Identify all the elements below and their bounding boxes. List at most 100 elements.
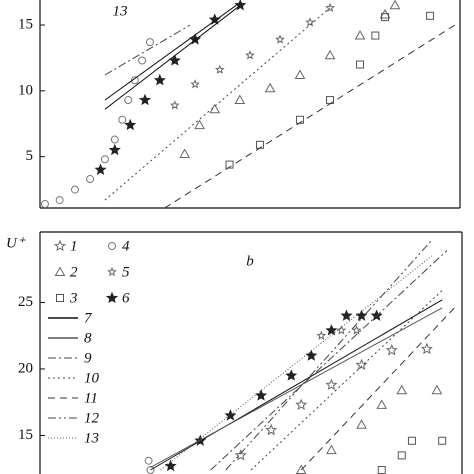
marker-circle [145, 38, 154, 47]
marker-star [295, 398, 308, 410]
marker-triangle [194, 119, 205, 130]
marker-filled-star [153, 74, 166, 86]
marker-triangle [179, 148, 190, 159]
marker-square [426, 11, 435, 20]
legend-label: 13 [84, 430, 99, 446]
legend-label: 10 [84, 370, 100, 386]
marker-square [256, 140, 265, 149]
marker-filled-star [224, 409, 237, 421]
marker-star [325, 378, 338, 391]
legend-label: 7 [84, 310, 93, 326]
marker-star [234, 449, 247, 461]
line-series [160, 255, 433, 471]
marker-circle [146, 466, 155, 474]
legend-label: 6 [122, 290, 130, 306]
plot-area [144, 239, 458, 474]
marker-star [420, 342, 433, 355]
line-series [104, 7, 331, 201]
marker-circle [144, 456, 153, 465]
marker-square [371, 31, 380, 40]
marker-circle [100, 155, 109, 164]
marker-small-star [275, 34, 285, 44]
marker-square [438, 436, 447, 445]
marker-circle [124, 96, 133, 105]
y-tick-label: 25 [18, 294, 33, 310]
legend-label: 1 [70, 238, 78, 254]
marker-filled-star [108, 143, 121, 156]
marker-square [381, 13, 390, 22]
marker-square [397, 451, 406, 460]
marker-small-star [325, 2, 335, 13]
marker-small-star [169, 100, 180, 110]
marker-circle [86, 175, 95, 184]
marker-square [56, 294, 64, 302]
marker-circle [70, 185, 79, 194]
marker-star [53, 239, 67, 252]
y-tick-label: 15 [18, 427, 33, 443]
marker-star [385, 344, 398, 356]
legend-label: 11 [84, 390, 98, 406]
line-series [150, 307, 443, 468]
panel-label: 13 [113, 3, 128, 19]
line-series [225, 239, 433, 471]
marker-star [355, 358, 368, 371]
marker-small-star [351, 325, 362, 335]
marker-triangle [294, 69, 306, 80]
line-series [210, 250, 448, 471]
marker-square [377, 466, 386, 474]
marker-triangle [376, 399, 388, 409]
marker-circle [108, 242, 116, 250]
line-series [104, 4, 241, 110]
marker-triangle [324, 49, 336, 60]
marker-square [225, 160, 234, 169]
marker-filled-star [305, 349, 318, 361]
marker-triangle [354, 30, 366, 40]
legend-label: 8 [84, 330, 92, 346]
marker-filled-star [285, 369, 298, 381]
marker-circle [40, 200, 49, 208]
y-tick-label: 15 [18, 16, 33, 32]
marker-triangle [54, 266, 66, 276]
legend-label: 2 [70, 264, 78, 280]
marker-triangle [389, 0, 401, 10]
marker-triangle [264, 82, 276, 93]
marker-circle [138, 56, 147, 65]
marker-filled-star [138, 93, 152, 106]
marker-small-star [245, 50, 255, 60]
marker-filled-star [325, 324, 338, 336]
marker-filled-star [355, 309, 368, 321]
marker-triangle [356, 419, 367, 429]
marker-small-star [190, 79, 200, 89]
legend-label: 5 [122, 264, 130, 280]
marker-small-star [305, 17, 315, 27]
marker-triangle [396, 384, 408, 395]
line-series [250, 290, 443, 471]
marker-square [295, 115, 304, 124]
line-series [104, 4, 237, 101]
marker-filled-star [94, 163, 107, 175]
marker-triangle [326, 444, 337, 455]
marker-circle [130, 76, 139, 85]
y-tick-label: 10 [18, 82, 33, 98]
y-tick-label: 20 [18, 360, 33, 376]
marker-filled-star [255, 389, 268, 401]
marker-triangle [234, 94, 246, 105]
line-series [150, 299, 443, 471]
y-axis-label: U⁺ [6, 235, 26, 251]
marker-star [265, 423, 278, 436]
legend-label: 3 [69, 290, 78, 306]
marker-filled-star [164, 459, 177, 472]
panel-label: b [246, 253, 254, 269]
marker-square [356, 60, 365, 69]
marker-filled-star [124, 118, 137, 131]
marker-filled-star [105, 291, 119, 304]
marker-triangle [431, 384, 443, 395]
marker-filled-star [168, 54, 181, 66]
legend-label: 12 [84, 410, 100, 426]
marker-filled-star [340, 309, 353, 321]
marker-circle [110, 135, 119, 144]
line-series [104, 24, 191, 76]
y-tick-label: 5 [26, 148, 34, 164]
